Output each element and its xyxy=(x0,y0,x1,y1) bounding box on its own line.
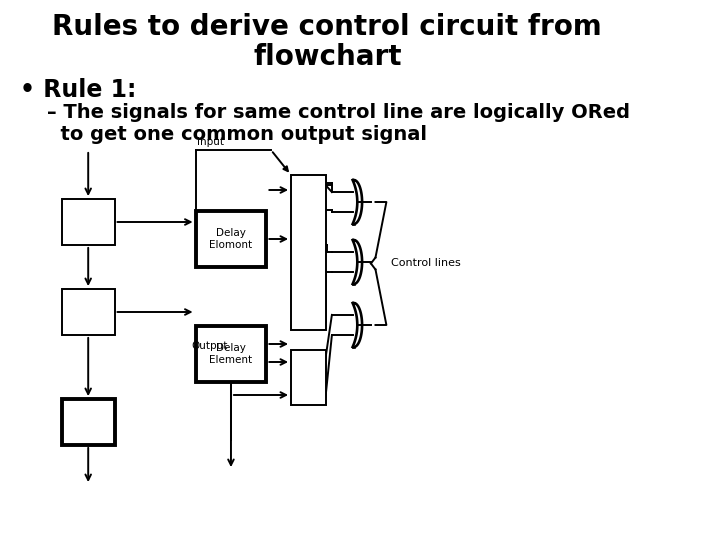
Text: Delay
Elomont: Delay Elomont xyxy=(210,228,253,250)
Text: to get one common output signal: to get one common output signal xyxy=(48,125,427,144)
Text: Control lines: Control lines xyxy=(391,259,461,268)
Text: – The signals for same control line are logically ORed: – The signals for same control line are … xyxy=(48,103,630,122)
Text: Rules to derive control circuit from: Rules to derive control circuit from xyxy=(53,13,602,41)
Text: • Rule 1:: • Rule 1: xyxy=(20,78,136,102)
Text: Output: Output xyxy=(191,341,228,351)
Bar xyxy=(196,326,266,382)
Text: flowchart: flowchart xyxy=(253,43,402,71)
Bar xyxy=(291,350,325,405)
Bar xyxy=(196,211,266,267)
Bar xyxy=(291,175,325,330)
Text: Input: Input xyxy=(197,137,225,147)
Bar xyxy=(62,399,114,445)
Bar xyxy=(62,289,114,335)
Bar xyxy=(62,199,114,245)
Text: Delay
Element: Delay Element xyxy=(210,343,253,365)
